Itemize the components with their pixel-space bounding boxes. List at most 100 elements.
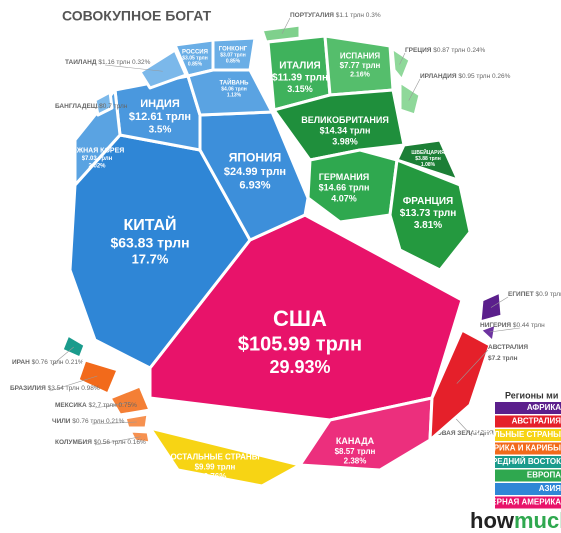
cell-share: 3.15%	[287, 84, 313, 94]
cell	[478, 322, 498, 344]
cell-share: 0.85%	[188, 62, 203, 68]
cell-name: ЮЖНАЯ КОРЕЯ	[70, 148, 125, 155]
cell	[93, 90, 114, 117]
leader-line	[94, 401, 131, 409]
cell-share: 2.38%	[344, 457, 367, 466]
callout: БРАЗИЛИЯ $3.54 трлн 0.98%	[10, 385, 100, 392]
legend-label: АВСТРАЛИЯ	[512, 417, 561, 426]
cell-value: $105.99 трлн	[238, 334, 362, 356]
legend-label: ОСТАЛЬНЫЕ СТРАНЫ	[472, 430, 561, 439]
cell-share: 1.08%	[421, 162, 436, 168]
cell	[260, 23, 302, 44]
cell	[428, 328, 492, 442]
legend-swatch	[495, 456, 561, 468]
legend-swatch	[495, 483, 561, 495]
cell-value: $7.77 трлн	[340, 61, 381, 70]
cell-name: КИТАЙ	[123, 215, 176, 234]
leader-line	[104, 64, 163, 72]
cell-value: $3.05 трлн	[182, 56, 207, 62]
callout-name: ЕГИПЕТ	[508, 291, 534, 298]
callout-share: 0.21%	[65, 359, 84, 366]
logo-much: much	[514, 508, 561, 533]
leader-line	[94, 436, 141, 446]
cell	[478, 290, 504, 324]
callout-value: $3.54 трлн	[48, 385, 80, 392]
cell-share: 0.85%	[226, 59, 241, 65]
cell-value: $13.73 трлн	[400, 208, 457, 219]
legend-label: АФРИКА	[527, 403, 561, 412]
callout-value: $0.76 трлн	[32, 359, 64, 366]
callout-value: $1.1 трлн	[336, 12, 365, 19]
legend-swatch	[495, 429, 561, 441]
callout-share: 0.24%	[467, 47, 486, 54]
logo-how: how	[470, 508, 515, 533]
leader-line	[399, 52, 406, 65]
cell-name: ИТАЛИЯ	[279, 61, 320, 72]
cell-name: ГОНКОНГ	[219, 46, 248, 52]
cell-name: ЯПОНИЯ	[229, 151, 282, 165]
callout-value: $0.56 трлн	[94, 439, 126, 446]
callout-value: $0.7 трлн	[99, 103, 128, 110]
callout-name: ИРЛАНДИЯ	[420, 73, 457, 80]
callout-name: ТАИЛАНД	[65, 59, 97, 66]
cell-name: ВЕЛИКОБРИТАНИЯ	[301, 115, 389, 125]
cell-value: $63.83 трлн	[110, 235, 189, 251]
cell-share: 2.76%	[204, 472, 227, 481]
callout-name: НОВАЯ ЗЕЛАНДИЯ	[432, 430, 494, 437]
legend-label: ЕВРОПА	[527, 471, 561, 480]
callout-name: ИРАН	[12, 359, 30, 366]
cell-share: 2.02%	[88, 163, 106, 169]
cell-share: 3.5%	[149, 124, 172, 135]
callout-name: БАНГЛАДЕШ	[55, 103, 98, 110]
callout-name: НИГЕРИЯ	[480, 322, 511, 329]
chart-title: СОВОКУПНОЕ БОГАТ	[62, 8, 212, 24]
callout-share: 0.75%	[119, 402, 138, 409]
legend-title: Регионы ми	[505, 390, 558, 400]
logo: howmuch	[470, 508, 561, 533]
callout-share: 0.26%	[492, 73, 511, 80]
callout-share: 0.98%	[81, 385, 100, 392]
cell	[138, 48, 188, 90]
cell-value: $14.34 трлн	[320, 126, 371, 136]
cell-name: ОСТАЛЬНЫЕ СТРАНЫ	[170, 453, 259, 462]
cell-value: $11.39 трлн	[272, 73, 328, 84]
cell	[388, 158, 472, 272]
cell-value: $7.03 трлн	[82, 156, 113, 162]
callout-name: ЧИЛИ	[52, 418, 71, 425]
leader-line	[489, 327, 521, 333]
cell-value: $24.99 трлн	[224, 166, 286, 178]
callout: БАНГЛАДЕШ $0.7 трлн	[55, 103, 128, 110]
leader-line	[51, 346, 74, 366]
callout-name: БРАЗИЛИЯ	[10, 385, 46, 392]
callout: МЕКСИКА $2.7 трлн 0.75%	[55, 402, 137, 409]
cell	[123, 412, 150, 430]
cell-share: 2.16%	[350, 72, 371, 79]
leader-line	[408, 78, 421, 101]
leader-line	[490, 296, 509, 308]
legend-swatch	[495, 415, 561, 428]
cell-value: $8.57 трлн	[335, 447, 376, 456]
callout-value: $0.95 трлн	[458, 73, 490, 80]
cell-name: США	[273, 306, 327, 331]
callout-value: $0.9 трлн	[535, 291, 561, 298]
cell-share: 3.98%	[332, 137, 358, 147]
leader-line	[456, 349, 489, 384]
callout-name: АВСТРАЛИЯ	[488, 344, 528, 351]
callout: ИРАН $0.76 трлн 0.21%	[12, 359, 84, 366]
callout-share: 0.3%	[366, 12, 381, 19]
callout-value: $0.44 трлн	[513, 322, 545, 329]
cell-name: РОССИЯ	[182, 49, 208, 55]
cell-share: 29.93%	[269, 357, 330, 377]
cell-value: $3.07 трлн	[220, 53, 245, 59]
cell-name: КАНАДА	[336, 436, 375, 446]
cell-value: $14.66 трлн	[319, 183, 370, 193]
cell-share: 6.93%	[239, 179, 270, 191]
legend-swatch	[495, 496, 561, 509]
callout-value: $1.16 трлн	[98, 59, 130, 66]
callout-name: ГРЕЦИЯ	[405, 47, 432, 54]
callout-share: 0.16%	[127, 439, 146, 446]
callout: ИРЛАНДИЯ $0.95 трлн 0.26%	[420, 73, 511, 80]
callout-value: $0.87 трлн	[433, 47, 465, 54]
